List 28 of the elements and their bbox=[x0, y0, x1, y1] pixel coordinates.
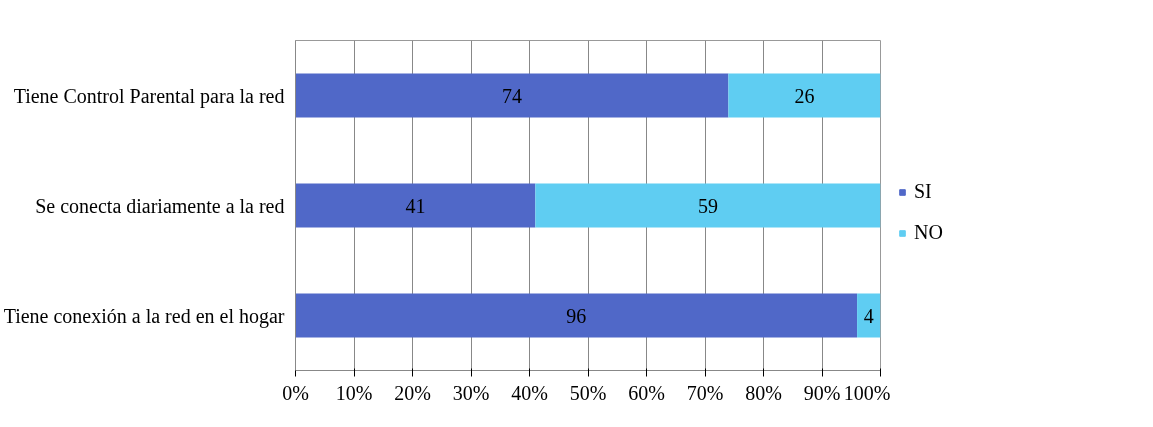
data-label: 41 bbox=[405, 194, 426, 217]
bar bbox=[295, 293, 858, 338]
data-label: 74 bbox=[501, 84, 522, 107]
bar bbox=[857, 293, 881, 338]
x-tick-label: 10% bbox=[335, 381, 373, 404]
x-tick-label: 70% bbox=[686, 381, 724, 404]
legend-label: NO bbox=[914, 221, 943, 244]
x-tick-label: 0% bbox=[282, 381, 309, 404]
legend-label: SI bbox=[914, 180, 933, 203]
x-tick-label: 30% bbox=[452, 381, 490, 404]
data-label: 26 bbox=[794, 84, 815, 107]
data-label: 59 bbox=[697, 194, 718, 217]
y-tick-label: Tiene conexión a la red en el hogar bbox=[3, 304, 285, 328]
bar bbox=[728, 73, 881, 118]
bar bbox=[535, 183, 881, 228]
x-tick-label: 50% bbox=[569, 381, 607, 404]
x-tick-label: 20% bbox=[394, 381, 431, 404]
y-tick-label: Se conecta diariamente a la red bbox=[35, 194, 285, 217]
x-tick-label: 40% bbox=[511, 381, 548, 404]
bar bbox=[295, 183, 536, 228]
data-label: 96 bbox=[566, 304, 587, 327]
x-tick-label: 100% bbox=[843, 381, 891, 404]
bar bbox=[295, 73, 729, 118]
data-label: 4 bbox=[863, 304, 874, 327]
x-tick-label: 80% bbox=[745, 381, 782, 404]
x-tick-label: 90% bbox=[803, 381, 841, 404]
y-tick-label: Tiene Control Parental para la red bbox=[13, 84, 285, 108]
x-tick-label: 60% bbox=[628, 381, 665, 404]
